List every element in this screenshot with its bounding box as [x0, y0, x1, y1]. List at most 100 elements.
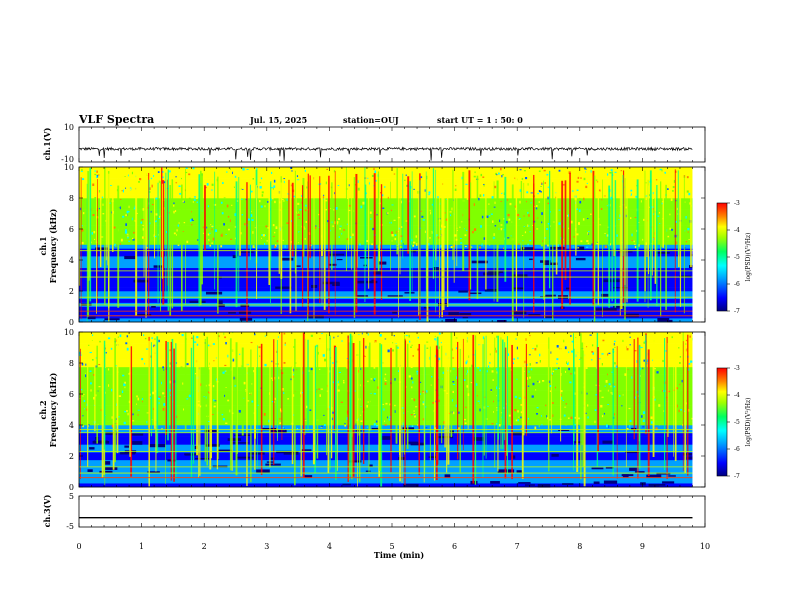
spectrogram-band — [79, 205, 693, 210]
spectrogram-speckle — [357, 180, 359, 184]
spectrogram-speckle — [384, 377, 386, 380]
spectrogram-speckle — [676, 387, 678, 390]
spectrogram-streak — [674, 336, 677, 461]
spectrogram-speckle — [154, 338, 157, 341]
spectrogram-speckle — [394, 410, 396, 413]
spectrogram-speckle — [176, 395, 179, 397]
spectrogram-speckle — [142, 228, 144, 231]
spectrogram-speckle — [500, 224, 503, 226]
spectrogram-speckle — [422, 402, 425, 406]
spectrogram-speckle — [250, 210, 252, 212]
spectrogram-speckle — [266, 240, 268, 242]
spectrogram-quiet-patch — [322, 281, 340, 285]
spectrogram-speckle — [483, 245, 484, 247]
spectrogram-speckle — [83, 393, 85, 395]
spectrogram-speckle — [225, 234, 227, 235]
spectrogram-streak — [497, 180, 499, 249]
spectrogram-speckle — [371, 243, 373, 246]
spectrogram-streak — [331, 182, 333, 270]
spectrogram-speckle — [245, 388, 247, 392]
spectrogram-band — [79, 370, 693, 375]
spectrogram-streak — [380, 344, 383, 487]
spectrogram-speckle — [94, 173, 97, 176]
spectrogram-speckle — [486, 215, 489, 218]
spectrogram-speckle — [179, 348, 182, 350]
spectrogram-speckle — [211, 183, 214, 186]
spectrogram-speckle — [586, 240, 589, 243]
spectrogram-streak — [485, 335, 487, 459]
spectrogram-streak — [399, 172, 401, 275]
spectrogram-speckle — [666, 333, 669, 336]
spectrogram-speckle — [454, 372, 456, 375]
spectrogram-speckle — [542, 380, 545, 382]
spectrogram-speckle — [667, 235, 670, 238]
spectrogram-quiet-patch — [87, 469, 93, 472]
spectrogram-speckle — [347, 169, 349, 172]
spectrogram-streak — [180, 184, 183, 312]
spectrogram-quiet-patch — [445, 318, 457, 323]
spectrogram-speckle — [221, 231, 223, 234]
spectrogram-speckle — [186, 363, 189, 366]
spectrogram-speckle — [473, 203, 475, 206]
spectrogram-streak — [583, 340, 586, 487]
spectrogram-speckle — [287, 338, 290, 341]
spectrogram-speckle — [211, 414, 214, 415]
spectrogram-streak — [246, 348, 248, 487]
spectrogram-speckle — [95, 394, 97, 397]
spectrogram-quiet-patch — [296, 265, 301, 267]
spectrogram-speckle — [536, 406, 539, 409]
spectrogram-streak — [511, 184, 514, 322]
spectrogram-speckle — [486, 348, 488, 352]
spectrogram-speckle — [347, 197, 349, 200]
spectrogram-streak — [417, 172, 419, 316]
spectrogram-speckle — [261, 194, 264, 197]
spectrogram-speckle — [554, 386, 556, 389]
spectrogram-streak — [469, 182, 472, 290]
spectrogram-speckle — [447, 171, 450, 173]
spectrogram-speckle — [585, 171, 587, 173]
spectrogram-speckle — [83, 194, 86, 197]
spectrogram-band — [79, 186, 693, 191]
spectrogram-quiet-patch — [132, 441, 143, 445]
spectrogram-streak — [143, 171, 145, 277]
spectrogram-speckle — [684, 247, 687, 250]
spectrogram-speckle — [371, 174, 375, 177]
spectrogram-speckle — [434, 427, 437, 431]
spectrogram-speckle — [577, 247, 580, 249]
spectrogram-streak — [462, 338, 464, 451]
spectrogram-speckle — [630, 189, 633, 192]
spectrogram-speckle — [309, 407, 312, 409]
spectrogram-quiet-patch — [238, 251, 254, 253]
spectrogram-speckle — [573, 236, 575, 238]
spectrogram-speckle — [180, 366, 183, 370]
spectrogram-speckle — [127, 174, 129, 177]
spectrogram-streak — [89, 167, 92, 302]
spectrogram-band — [79, 332, 693, 337]
spectrogram-speckle — [96, 174, 99, 178]
spectrogram-speckle — [597, 241, 598, 243]
spectrogram-speckle — [224, 370, 227, 372]
spectrogram-quiet-patch — [124, 255, 136, 260]
spectrogram-speckle — [308, 369, 310, 372]
spectrogram-speckle — [98, 386, 101, 388]
spectrogram-speckle — [671, 228, 673, 231]
spectrogram-streak — [612, 348, 614, 476]
spectrogram-band — [79, 252, 693, 257]
spectrogram-speckle — [290, 219, 293, 223]
spectrogram-speckle — [642, 425, 645, 428]
spectrogram-quiet-patch — [195, 457, 210, 460]
spectrogram-streak — [273, 339, 275, 465]
spectrogram-speckle — [422, 410, 424, 412]
spectrogram-speckle — [203, 411, 205, 414]
spectrogram-speckle — [188, 197, 191, 201]
spectrogram-speckle — [431, 168, 434, 170]
x-tick-label: 8 — [577, 542, 582, 551]
spectrogram-speckle — [560, 390, 563, 393]
spectrogram-speckle — [654, 398, 656, 401]
spectrogram-speckle — [148, 173, 151, 177]
spectrogram-speckle — [284, 245, 286, 248]
spectrogram-band — [79, 178, 693, 183]
spectrogram-streak — [439, 175, 440, 318]
spectrogram-speckle — [386, 195, 389, 197]
spectrogram-quiet-patch — [300, 449, 312, 451]
